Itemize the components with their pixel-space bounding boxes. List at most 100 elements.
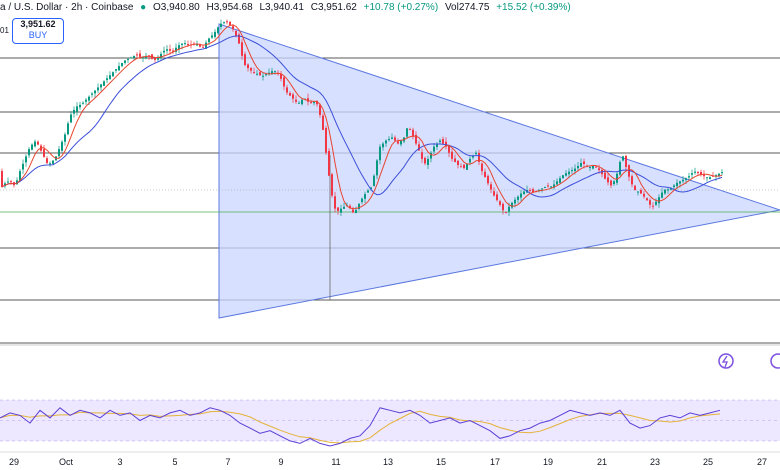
- candle-body: [655, 201, 657, 205]
- candle-body: [253, 72, 255, 74]
- candle-body: [394, 137, 396, 141]
- candle-body: [445, 141, 447, 147]
- candle-body: [622, 156, 624, 161]
- candle-body: [607, 177, 609, 183]
- candle-body: [307, 98, 309, 102]
- time-axis: 29 Oct 3 5 7 9 11 13 15 17 19 21 23 25 27: [0, 451, 780, 467]
- candle-body: [523, 191, 525, 195]
- buy-label: BUY: [28, 30, 48, 40]
- candle-body: [568, 171, 570, 175]
- candle-body: [349, 205, 351, 208]
- candle-body: [637, 191, 639, 193]
- candle-body: [628, 165, 630, 177]
- candle-body: [181, 43, 183, 45]
- candle-body: [58, 149, 60, 157]
- candle-body: [343, 206, 345, 209]
- candle-body: [604, 172, 606, 179]
- candle-body: [556, 181, 558, 185]
- candle-body: [52, 160, 54, 164]
- candle-body: [76, 106, 78, 112]
- rsi-line: [0, 407, 721, 447]
- left-tag: 01: [0, 26, 9, 35]
- candle-body: [229, 21, 231, 26]
- candle-body: [460, 166, 462, 168]
- candle-body: [442, 139, 444, 144]
- candle-body: [85, 99, 87, 102]
- candle-body: [550, 186, 552, 188]
- candle-body: [208, 38, 210, 43]
- replay-icon[interactable]: [718, 353, 734, 369]
- change-value: +10.78 (+0.27%): [363, 2, 439, 13]
- candle-body: [265, 74, 267, 76]
- candle-body: [424, 157, 426, 164]
- x-tick-label: 23: [650, 457, 660, 467]
- candle-body: [340, 208, 342, 213]
- candle-body: [235, 30, 237, 36]
- candle-body: [244, 54, 246, 66]
- low-value: L3,940.41: [259, 2, 304, 13]
- candle-body: [367, 190, 369, 193]
- candle-body: [631, 176, 633, 185]
- candle-body: [385, 140, 387, 144]
- candle-body: [487, 175, 489, 184]
- candle-body: [598, 168, 600, 171]
- candle-body: [370, 187, 372, 190]
- candle-body: [397, 141, 399, 144]
- symbol-header: a / U.S. Dollar · 2h · Coinbase ● O3,940…: [0, 0, 575, 16]
- candle-body: [106, 78, 108, 81]
- candle-body: [475, 152, 477, 155]
- candle-body: [640, 189, 642, 194]
- candle-body: [16, 180, 18, 185]
- candle-body: [430, 152, 432, 159]
- replay-icon-secondary[interactable]: [770, 353, 780, 369]
- candle-body: [136, 54, 138, 56]
- x-tick-label: 29: [9, 457, 19, 467]
- x-tick-label: Oct: [59, 457, 74, 467]
- candle-body: [280, 73, 282, 79]
- candle-body: [448, 145, 450, 153]
- close-value: C3,951.62: [310, 2, 357, 13]
- x-tick-label: 15: [436, 457, 446, 467]
- candle-body: [211, 35, 213, 38]
- candle-body: [7, 181, 9, 183]
- candle-body: [676, 182, 678, 187]
- candle-body: [355, 209, 357, 214]
- candle-body: [406, 128, 408, 137]
- candle-body: [46, 158, 48, 163]
- candle-body: [172, 50, 174, 52]
- candle-body: [412, 129, 414, 137]
- candle-body: [595, 166, 597, 168]
- candle-body: [433, 146, 435, 152]
- candle-body: [391, 137, 393, 139]
- candle-body: [115, 69, 117, 71]
- candle-body: [160, 53, 162, 59]
- candle-body: [325, 127, 327, 153]
- candle-body: [28, 149, 30, 156]
- candle-body: [205, 42, 207, 49]
- candle-body: [658, 197, 660, 204]
- candle-body: [232, 26, 234, 30]
- candle-body: [565, 173, 567, 176]
- x-tick-label: 11: [331, 457, 340, 467]
- candle-body: [436, 143, 438, 147]
- candle-body: [520, 193, 522, 198]
- candle-body: [238, 34, 240, 44]
- candle-body: [547, 185, 549, 187]
- candle-body: [175, 47, 177, 52]
- symbol-pair[interactable]: a / U.S. Dollar · 2h · Coinbase: [0, 2, 134, 13]
- candle-body: [613, 181, 615, 185]
- candle-body: [121, 63, 123, 67]
- candle-body: [145, 55, 147, 59]
- candle-body: [127, 58, 129, 60]
- candle-body: [283, 77, 285, 87]
- candle-body: [133, 55, 135, 58]
- candle-body: [610, 180, 612, 186]
- candle-body: [490, 184, 492, 190]
- candle-body: [34, 141, 36, 147]
- buy-button[interactable]: 3,951.62 BUY: [12, 18, 64, 44]
- candle-body: [376, 160, 378, 176]
- candle-body: [271, 71, 273, 74]
- candle-body: [592, 165, 594, 169]
- candle-body: [703, 174, 705, 177]
